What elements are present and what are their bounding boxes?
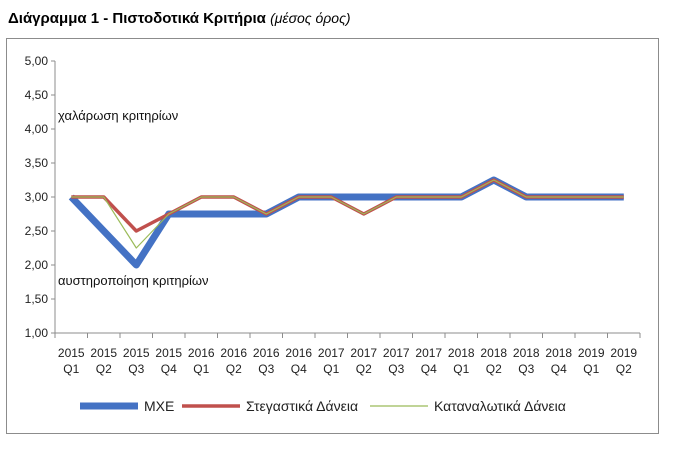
legend-label: Στεγαστικά Δάνεια (246, 398, 358, 414)
x-tick-label-year: 2017 (350, 346, 377, 360)
x-tick-label-year: 2018 (545, 346, 572, 360)
x-tick-label-year: 2017 (415, 346, 442, 360)
y-tick-label: 1,00 (25, 326, 49, 340)
x-tick-label-quarter: Q2 (616, 362, 632, 376)
chart-frame (6, 38, 659, 434)
x-tick-label-year: 2015 (123, 346, 150, 360)
x-tick-label-year: 2018 (480, 346, 507, 360)
y-tick-label: 3,00 (25, 190, 49, 204)
x-tick-label-year: 2017 (383, 346, 410, 360)
x-tick-label-year: 2016 (253, 346, 280, 360)
legend-label: ΜΧΕ (144, 398, 174, 414)
x-tick-label-quarter: Q4 (161, 362, 177, 376)
y-tick-label: 3,50 (25, 156, 49, 170)
x-tick-label-quarter: Q1 (63, 362, 79, 376)
x-tick-label-year: 2019 (610, 346, 637, 360)
annotation-easing: χαλάρωση κριτηρίων (58, 108, 178, 123)
x-tick-label-quarter: Q4 (421, 362, 437, 376)
x-tick-label-quarter: Q2 (486, 362, 502, 376)
y-tick-label: 4,00 (25, 122, 49, 136)
x-tick-label-quarter: Q2 (96, 362, 112, 376)
y-tick-label: 5,00 (25, 54, 49, 68)
x-tick-label-quarter: Q3 (388, 362, 404, 376)
x-tick-label-quarter: Q1 (193, 362, 209, 376)
x-axis: 2015 Q1 2015 Q2 2015 Q3 2015 Q4 2016 Q1 2016 Q2 2016… (54, 332, 641, 376)
x-tick-label-year: 2015 (155, 346, 182, 360)
y-tick-label: 4,50 (25, 88, 49, 102)
x-tick-label-quarter: Q3 (518, 362, 534, 376)
x-tick-label-year: 2019 (578, 346, 605, 360)
legend: ΜΧΕ Στεγαστικά Δάνεια Καταναλωτικά Δάνεια (80, 398, 566, 414)
legend-item-mxe: ΜΧΕ (80, 398, 174, 414)
legend-item-consumer-loans: Καταναλωτικά Δάνεια (370, 398, 566, 414)
x-tick-label-year: 2018 (513, 346, 540, 360)
x-tick-label-quarter: Q3 (258, 362, 274, 376)
x-tick-label-year: 2015 (58, 346, 85, 360)
x-tick-label-quarter: Q2 (356, 362, 372, 376)
annotation-tightening: αυστηροποίηση κριτηρίων (58, 273, 209, 288)
x-tick-label-quarter: Q4 (551, 362, 567, 376)
x-tick-label-year: 2016 (285, 346, 312, 360)
y-tick-label: 2,50 (25, 224, 49, 238)
y-tick-label: 1,50 (25, 292, 49, 306)
legend-label: Καταναλωτικά Δάνεια (434, 398, 566, 414)
series-lines (68, 176, 624, 269)
x-tick-label-quarter: Q1 (323, 362, 339, 376)
x-tick-label-year: 2016 (220, 346, 247, 360)
x-tick-label-quarter: Q2 (226, 362, 242, 376)
y-axis: 1,00 1,50 2,00 2,50 3,00 3,50 4,00 4,50 5,00 (25, 54, 56, 340)
x-tick-label-year: 2018 (448, 346, 475, 360)
x-tick-label-quarter: Q1 (583, 362, 599, 376)
x-tick-label-year: 2015 (90, 346, 117, 360)
series-line-consumer-loans (71, 179, 624, 249)
chart-subtitle: (μέσος όρος) (270, 10, 351, 26)
legend-item-housing-loans: Στεγαστικά Δάνεια (182, 398, 358, 414)
x-tick-label-quarter: Q1 (453, 362, 469, 376)
x-tick-label-quarter: Q4 (291, 362, 307, 376)
chart-title-row: Διάγραμμα 1 - Πιστοδοτικά Κριτήρια (μέσο… (8, 10, 351, 27)
y-tick-label: 2,00 (25, 258, 49, 272)
x-tick-label-quarter: Q3 (128, 362, 144, 376)
x-tick-label-year: 2017 (318, 346, 345, 360)
chart-title: Διάγραμμα 1 - Πιστοδοτικά Κριτήρια (8, 10, 266, 27)
x-tick-label-year: 2016 (188, 346, 215, 360)
